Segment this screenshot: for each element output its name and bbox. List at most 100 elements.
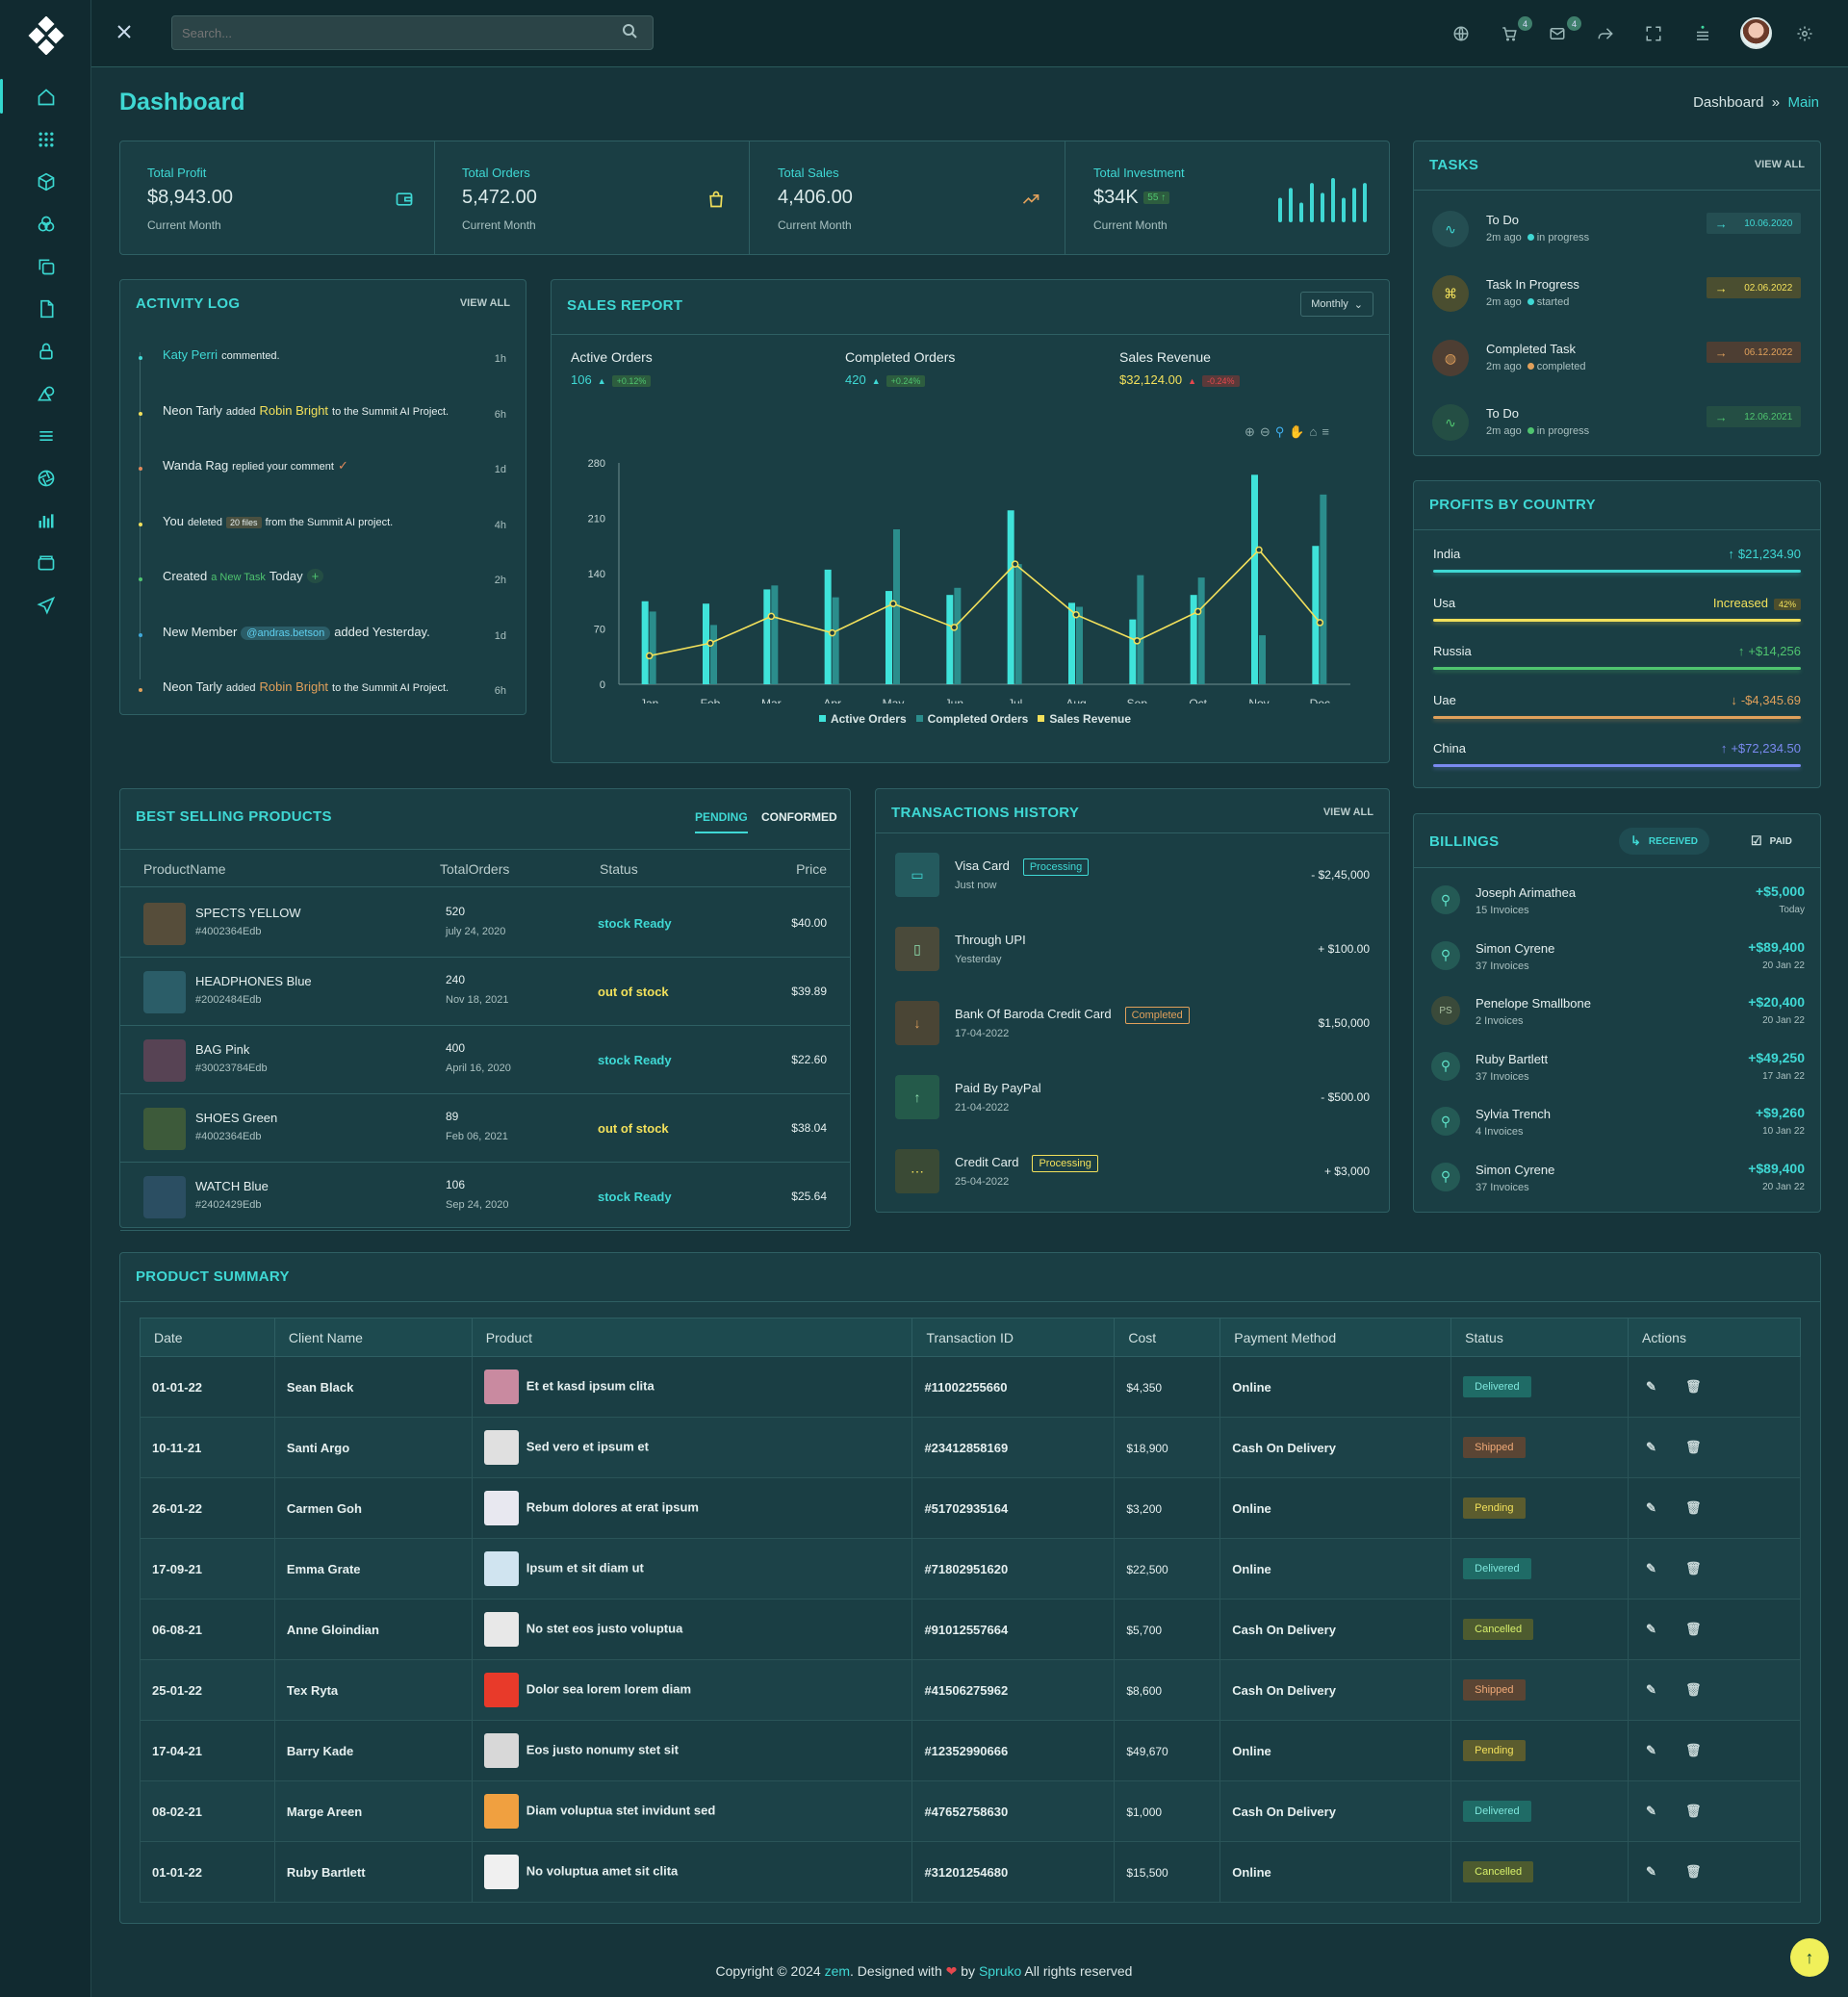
settings-gear-icon[interactable] [1794, 23, 1815, 44]
transaction-row[interactable]: ▯ Through UPI Yesterday + $100.00 [876, 919, 1389, 992]
mail-icon[interactable] [1547, 23, 1568, 44]
search-icon[interactable] [622, 23, 637, 41]
brand-logo[interactable] [27, 16, 65, 55]
footer-brand-link[interactable]: zem [824, 1963, 851, 1979]
tab-pending[interactable]: PENDING [695, 810, 748, 833]
tab-conformed[interactable]: CONFORMED [761, 810, 837, 824]
activity-actor[interactable]: Wanda Rag [163, 458, 229, 473]
bar-chart-icon[interactable] [35, 509, 58, 532]
tab-received[interactable]: ↳ RECEIVED [1619, 828, 1710, 855]
product-thumbnail [483, 1855, 519, 1889]
reset-home-icon[interactable]: ⌂ [1309, 424, 1322, 439]
apps-grid-icon[interactable] [35, 128, 58, 151]
transaction-row[interactable]: ↑ Paid By PayPal 21-04-2022 - $500.00 [876, 1067, 1389, 1140]
edit-icon[interactable]: ✎ [1646, 1622, 1656, 1636]
task-date-button[interactable]: → 06.12.2022 [1707, 342, 1801, 363]
trash-icon[interactable]: 🗑 [1684, 1804, 1702, 1818]
task-item[interactable]: ◍ Completed Task 2m ago completed → 06.12.202… [1414, 328, 1820, 393]
share-icon[interactable] [1595, 23, 1616, 44]
cart-icon[interactable] [1499, 23, 1520, 44]
trash-icon[interactable]: 🗑 [1684, 1500, 1702, 1515]
country-value-text: $21,234.90 [1737, 547, 1801, 561]
activity-actor[interactable]: Neon Tarly [163, 679, 222, 694]
activity-actor[interactable]: New Member [163, 624, 238, 639]
edit-icon[interactable]: ✎ [1646, 1500, 1656, 1515]
shapes-icon[interactable] [35, 382, 58, 405]
billing-item[interactable]: ⚲ Ruby Bartlett 37 Invoices +$49,250 17 Jan … [1414, 1044, 1820, 1099]
zoom-out-icon[interactable]: ⊖ [1259, 424, 1275, 439]
file-icon[interactable] [35, 297, 58, 320]
transaction-row[interactable]: ▭ Visa Card Processing Just now - $2,45,000 [876, 845, 1389, 918]
cube-icon[interactable] [35, 170, 58, 193]
transaction-row[interactable]: ⋯ Credit Card Processing 25-04-2022 + $3,000 [876, 1141, 1389, 1215]
trash-icon[interactable]: 🗑 [1684, 1864, 1702, 1879]
transaction-row[interactable]: ↓ Bank Of Baroda Credit Card Completed 17-0… [876, 993, 1389, 1066]
send-icon[interactable] [35, 594, 58, 617]
edit-icon[interactable]: ✎ [1646, 1682, 1656, 1697]
billing-item[interactable]: ⚲ Simon Cyrene 37 Invoices +$89,400 20 Jan 2… [1414, 1155, 1820, 1210]
best-selling-row[interactable]: HEADPHONES Blue #2002484Edb 240 Nov 18, 202… [120, 958, 850, 1026]
edit-icon[interactable]: ✎ [1646, 1804, 1656, 1818]
summary-cell: Cash On Delivery [1219, 1780, 1452, 1842]
layers-circles-icon[interactable] [35, 213, 58, 236]
activity-actor[interactable]: Neon Tarly [163, 402, 222, 418]
billing-item[interactable]: ⚲ Sylvia Trench 4 Invoices +$9,260 10 Jan 22 [1414, 1099, 1820, 1154]
arrow-icon: ↑ [1728, 547, 1734, 561]
billing-item[interactable]: PS Penelope Smallbone 2 Invoices +$20,400 20… [1414, 988, 1820, 1043]
trash-icon[interactable]: 🗑 [1684, 1622, 1702, 1636]
billing-item[interactable]: ⚲ Simon Cyrene 37 Invoices +$89,400 20 Jan 2… [1414, 934, 1820, 988]
trash-icon[interactable]: 🗑 [1684, 1561, 1702, 1575]
period-select[interactable]: Monthly ⌄ [1300, 292, 1373, 317]
activity-view-all[interactable]: VIEW ALL [459, 297, 510, 309]
aperture-icon[interactable] [35, 467, 58, 490]
activity-actor[interactable]: Created [163, 569, 208, 583]
mail-count-badge: 4 [1567, 16, 1581, 31]
edit-icon[interactable]: ✎ [1646, 1379, 1656, 1394]
menu-lines-icon[interactable] [35, 424, 58, 448]
pan-hand-icon[interactable]: ✋ [1289, 424, 1310, 439]
archive-box-icon[interactable] [35, 551, 58, 575]
close-sidebar-icon[interactable] [116, 23, 133, 43]
trash-icon[interactable]: 🗑 [1684, 1743, 1702, 1757]
magnify-icon[interactable]: ⚲ [1274, 424, 1290, 439]
notification-list-icon[interactable] [1692, 23, 1713, 44]
user-avatar[interactable] [1740, 17, 1772, 49]
task-item[interactable]: ⌘ Task In Progress 2m ago started → 02.06.202… [1414, 264, 1820, 328]
task-item[interactable]: ∿ To Do 2m ago in progress → 12.06.2021 [1414, 393, 1820, 457]
stat-change-badge: 55 ↑ [1143, 192, 1170, 205]
zoom-in-icon[interactable]: ⊕ [1245, 424, 1260, 439]
breadcrumb-dashboard[interactable]: Dashboard [1693, 94, 1764, 111]
best-selling-row[interactable]: BAG Pink #30023784Edb 400 April 16, 2020 sto… [120, 1026, 850, 1094]
fullscreen-icon[interactable] [1643, 23, 1664, 44]
trash-icon[interactable]: 🗑 [1684, 1440, 1702, 1454]
task-date-button[interactable]: → 02.06.2022 [1707, 277, 1801, 298]
footer-author-link[interactable]: Spruko [978, 1963, 1022, 1979]
billing-invoices: 15 Invoices [1476, 905, 1529, 916]
best-selling-row[interactable]: WATCH Blue #2402429Edb 106 Sep 24, 2020 stoc… [120, 1163, 850, 1231]
task-date-button[interactable]: → 10.06.2020 [1707, 213, 1801, 234]
edit-icon[interactable]: ✎ [1646, 1743, 1656, 1757]
edit-icon[interactable]: ✎ [1646, 1864, 1656, 1879]
search-input[interactable] [171, 15, 654, 50]
billing-item[interactable]: ⚲ Joseph Arimathea 15 Invoices +$5,000 Today [1414, 878, 1820, 933]
best-selling-row[interactable]: SPECTS YELLOW #4002364Edb 520 july 24, 2020… [120, 889, 850, 958]
tab-paid[interactable]: ☑ PAID [1741, 828, 1802, 855]
trash-icon[interactable]: 🗑 [1684, 1682, 1702, 1697]
task-item[interactable]: ∿ To Do 2m ago in progress → 10.06.2020 [1414, 199, 1820, 264]
activity-actor[interactable]: You [163, 513, 184, 528]
chart-menu-icon[interactable]: ≡ [1322, 424, 1334, 439]
sparkline-bar [1289, 188, 1293, 222]
lock-icon[interactable] [35, 340, 58, 363]
trash-icon[interactable]: 🗑 [1684, 1379, 1702, 1394]
edit-icon[interactable]: ✎ [1646, 1440, 1656, 1454]
tasks-view-all[interactable]: VIEW ALL [1754, 159, 1805, 170]
best-selling-row[interactable]: SHOES Green #4002364Edb 89 Feb 06, 2021 out … [120, 1094, 850, 1163]
globe-icon[interactable] [1450, 23, 1472, 44]
transactions-view-all[interactable]: VIEW ALL [1322, 806, 1373, 818]
task-date-button[interactable]: → 12.06.2021 [1707, 406, 1801, 427]
scroll-to-top-button[interactable]: ↑ [1790, 1938, 1829, 1977]
activity-actor[interactable]: Katy Perri [163, 347, 218, 362]
home-icon[interactable] [35, 86, 58, 109]
copy-icon[interactable] [35, 255, 58, 278]
edit-icon[interactable]: ✎ [1646, 1561, 1656, 1575]
